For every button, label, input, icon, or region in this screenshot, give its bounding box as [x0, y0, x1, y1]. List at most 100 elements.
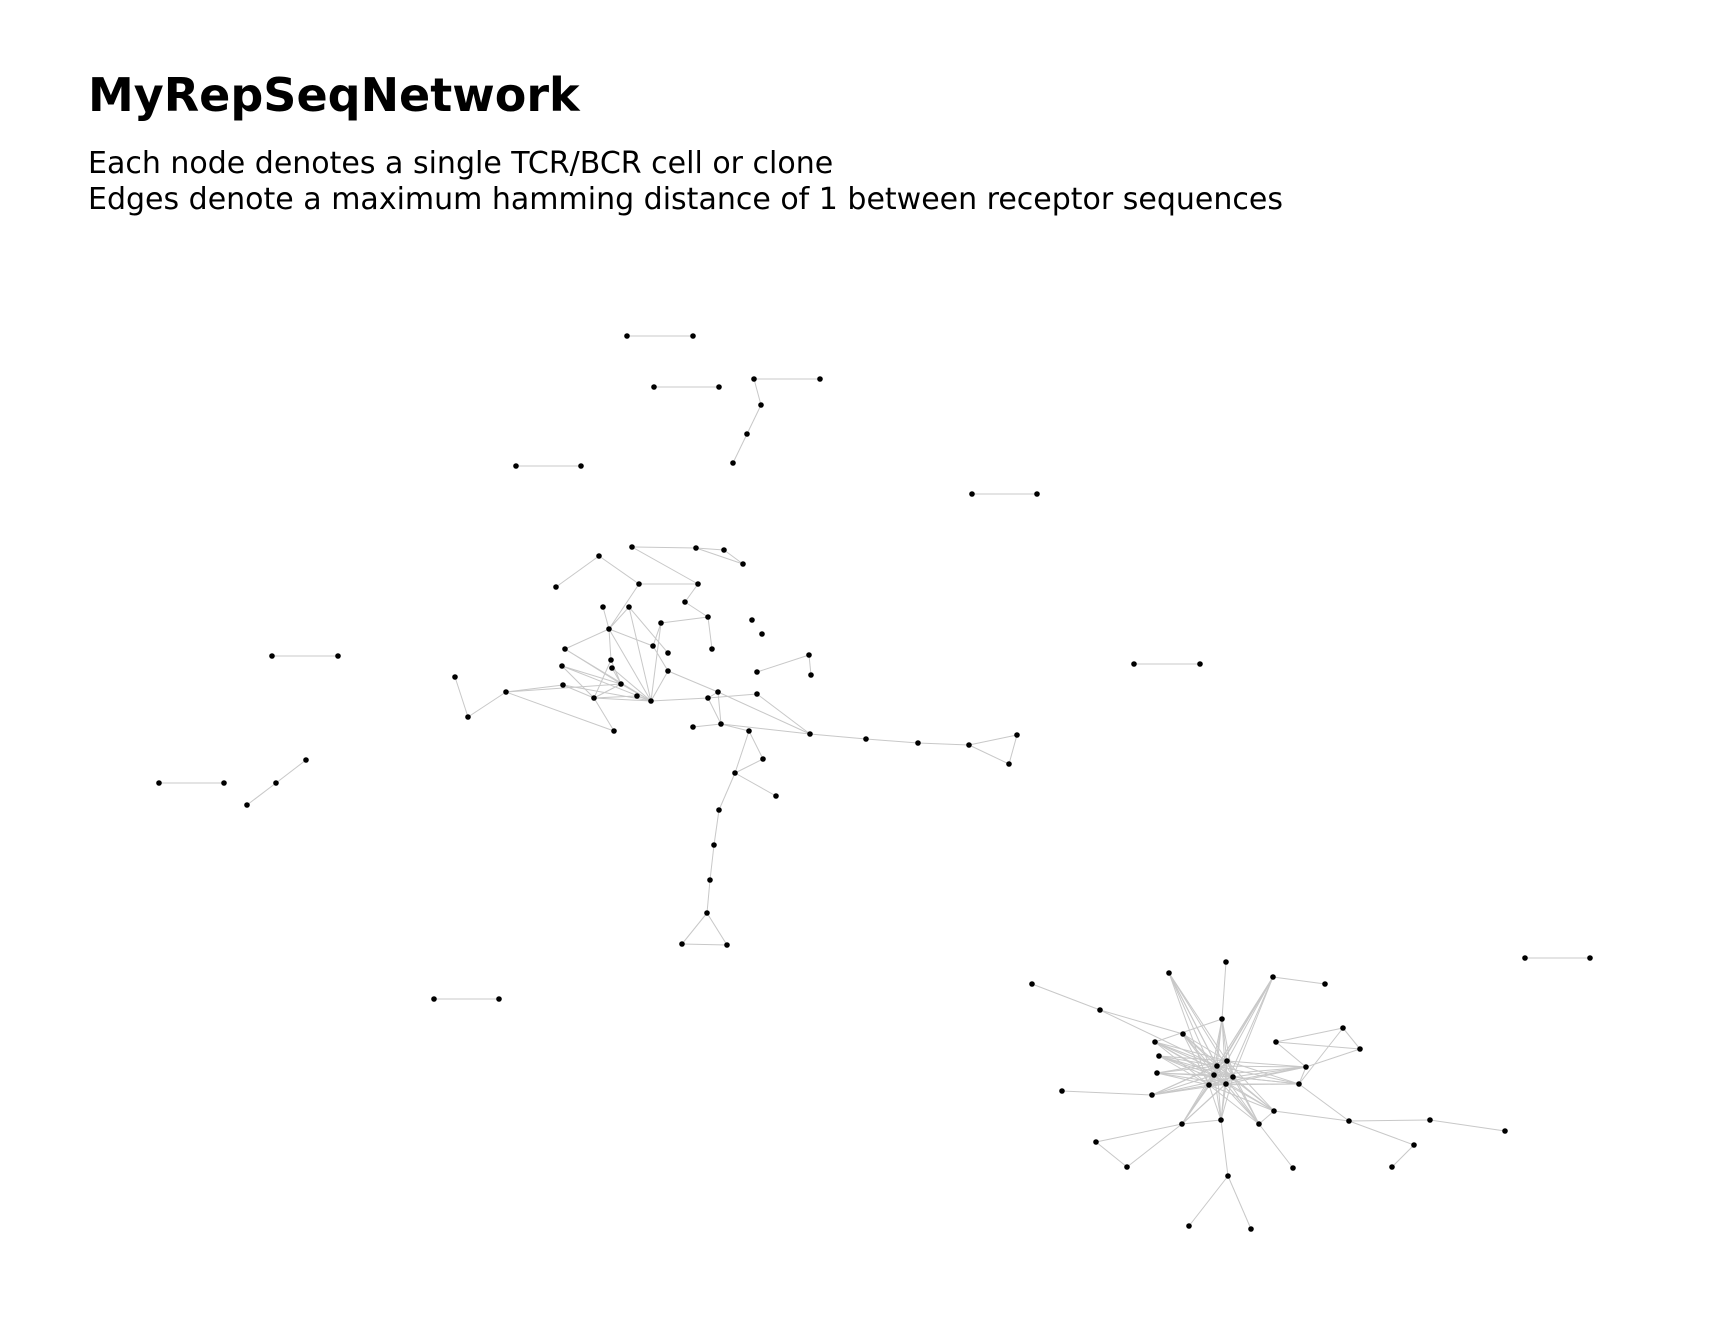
- node: [562, 646, 568, 652]
- edge: [1225, 1083, 1275, 1112]
- node: [156, 780, 162, 786]
- node: [1006, 761, 1012, 767]
- edge: [707, 697, 722, 725]
- edge: [1275, 1041, 1361, 1050]
- node: [751, 376, 757, 382]
- edge: [593, 659, 612, 699]
- node: [1223, 1081, 1229, 1087]
- node: [559, 663, 565, 669]
- edge: [505, 691, 615, 732]
- edge: [695, 547, 725, 551]
- node: [863, 736, 869, 742]
- edge: [1208, 1084, 1260, 1125]
- node: [244, 802, 250, 808]
- edge: [681, 943, 728, 946]
- edge: [1225, 1066, 1307, 1085]
- edge: [723, 549, 744, 565]
- node: [560, 682, 566, 688]
- edge: [1298, 1083, 1350, 1122]
- edge: [628, 606, 652, 702]
- edge: [734, 730, 750, 774]
- edge: [652, 622, 662, 647]
- node: [682, 599, 688, 605]
- edge: [1168, 972, 1210, 1086]
- edge: [650, 622, 662, 702]
- edge: [650, 697, 709, 702]
- edge: [593, 695, 638, 699]
- node: [665, 668, 671, 674]
- node: [1179, 1121, 1185, 1127]
- edge: [561, 665, 595, 699]
- node: [1214, 1063, 1220, 1069]
- edge: [608, 606, 630, 630]
- node: [624, 333, 630, 339]
- node: [221, 780, 227, 786]
- node: [452, 674, 458, 680]
- edge: [1151, 1083, 1227, 1096]
- edge: [1158, 1055, 1227, 1085]
- node: [716, 384, 722, 390]
- node: [744, 431, 750, 437]
- edge: [1008, 734, 1018, 765]
- node: [707, 877, 713, 883]
- node: [740, 561, 746, 567]
- edge: [1232, 1076, 1275, 1112]
- edge: [1221, 1018, 1227, 1085]
- edge: [1151, 1076, 1234, 1096]
- node: [1225, 1173, 1231, 1179]
- node: [1587, 955, 1593, 961]
- node: [1186, 1223, 1192, 1229]
- edge: [734, 758, 764, 774]
- node: [1389, 1164, 1395, 1170]
- edge: [1227, 1175, 1252, 1230]
- edge: [1298, 1066, 1307, 1085]
- edge: [865, 738, 919, 744]
- node: [709, 646, 715, 652]
- node: [711, 842, 717, 848]
- node: [609, 665, 615, 671]
- edge: [1391, 1144, 1415, 1168]
- edge: [1225, 1083, 1260, 1125]
- node: [1093, 1139, 1099, 1145]
- node: [1034, 491, 1040, 497]
- edge: [1208, 1084, 1222, 1121]
- node: [600, 604, 606, 610]
- edge: [620, 683, 652, 702]
- edge: [660, 616, 709, 624]
- node: [1180, 1031, 1186, 1037]
- edge: [1342, 1027, 1361, 1050]
- node: [608, 657, 614, 663]
- edge: [1099, 1009, 1184, 1035]
- edge: [505, 684, 564, 693]
- node: [969, 491, 975, 497]
- edge: [564, 628, 610, 650]
- edge: [631, 546, 697, 549]
- edge: [746, 404, 762, 435]
- edge: [1168, 972, 1234, 1078]
- edge: [1216, 1065, 1300, 1085]
- edge: [1156, 1072, 1210, 1086]
- edge: [1221, 1018, 1234, 1078]
- edge: [1429, 1119, 1506, 1132]
- edge: [753, 378, 762, 406]
- node: [705, 614, 711, 620]
- node: [606, 626, 612, 632]
- node: [966, 742, 972, 748]
- node: [1154, 1070, 1160, 1076]
- edge: [1275, 1041, 1307, 1068]
- edge: [1095, 1123, 1183, 1143]
- edge: [1225, 976, 1274, 1085]
- edge: [1232, 976, 1274, 1078]
- node-layer: [156, 333, 1593, 1232]
- edge: [968, 734, 1018, 746]
- edge: [1156, 1065, 1218, 1074]
- edge: [1031, 983, 1101, 1011]
- node: [596, 553, 602, 559]
- node: [1124, 1164, 1130, 1170]
- node: [808, 672, 814, 678]
- node: [651, 384, 657, 390]
- node: [1131, 661, 1137, 667]
- node: [1296, 1081, 1302, 1087]
- node: [806, 652, 812, 658]
- edge: [608, 628, 654, 647]
